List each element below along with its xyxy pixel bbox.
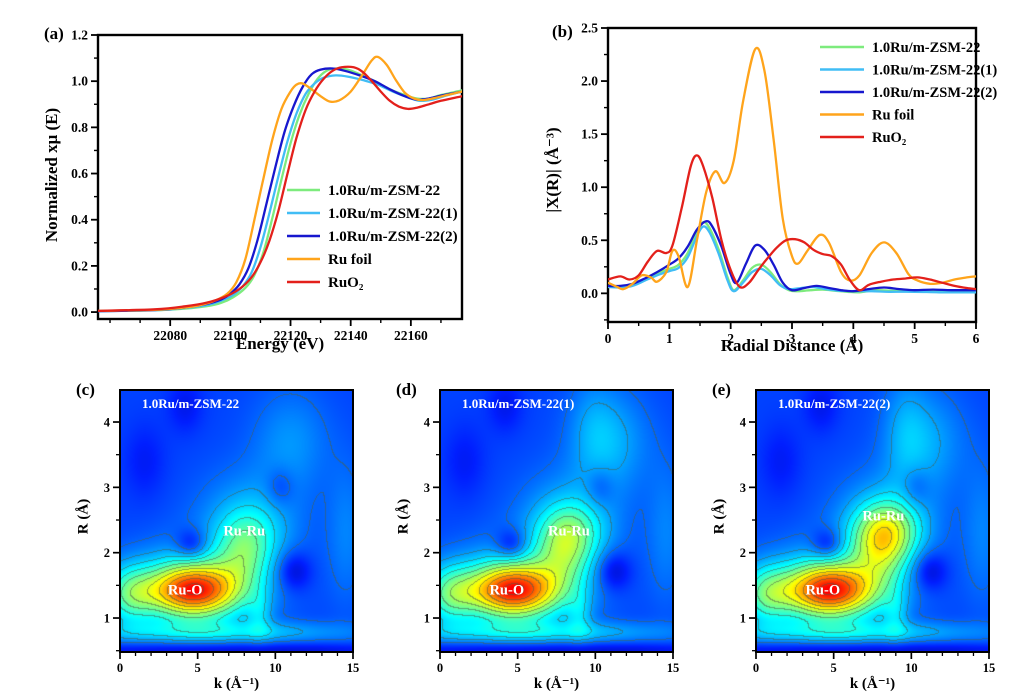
svg-text:0: 0 — [605, 331, 612, 346]
svg-text:15: 15 — [983, 661, 996, 675]
panel-e-y-axis-title: R (Å) — [711, 498, 728, 535]
svg-text:2: 2 — [727, 331, 734, 346]
panel-c-title: 1.0Ru/m-ZSM-22 — [142, 396, 240, 411]
svg-text:4: 4 — [850, 331, 857, 346]
panel-a-letter: (a) — [44, 24, 64, 43]
svg-text:10: 10 — [589, 661, 602, 675]
panel-a-x-axis-title: Energy (eV) — [235, 334, 325, 353]
svg-text:0: 0 — [117, 661, 123, 675]
svg-text:5: 5 — [195, 661, 201, 675]
svg-text:0.5: 0.5 — [581, 233, 598, 248]
svg-text:2: 2 — [424, 546, 430, 560]
svg-text:1: 1 — [424, 612, 430, 626]
svg-text:22100: 22100 — [213, 328, 247, 343]
svg-text:10: 10 — [269, 661, 282, 675]
svg-text:2.5: 2.5 — [581, 21, 598, 36]
shell-annotation: Ru-O — [167, 582, 203, 599]
svg-text:RuO₂: RuO₂ — [328, 275, 364, 291]
svg-text:3: 3 — [740, 481, 746, 495]
svg-text:1.0Ru/m-ZSM-22(1): 1.0Ru/m-ZSM-22(1) — [328, 206, 458, 222]
svg-text:5: 5 — [831, 661, 837, 675]
svg-text:5: 5 — [515, 661, 521, 675]
svg-text:0.4: 0.4 — [71, 212, 88, 227]
wavelet-map-zsm22 — [120, 390, 353, 652]
panel-b-x-axis-title: Radial Distance (Å) — [720, 336, 864, 355]
svg-text:1.0: 1.0 — [71, 74, 88, 89]
svg-text:3: 3 — [104, 481, 110, 495]
svg-text:Ru foil: Ru foil — [872, 108, 914, 124]
svg-text:3: 3 — [789, 331, 796, 346]
svg-text:0.2: 0.2 — [71, 258, 88, 273]
shell-annotation: Ru-Ru — [547, 523, 590, 540]
svg-text:0.0: 0.0 — [71, 305, 88, 320]
panel-d-title: 1.0Ru/m-ZSM-22(1) — [462, 396, 575, 411]
svg-text:22080: 22080 — [153, 328, 187, 343]
shell-annotation: Ru-O — [805, 582, 841, 599]
svg-text:22160: 22160 — [394, 328, 428, 343]
svg-text:4: 4 — [740, 416, 747, 430]
panel-c-x-axis-title: k (Å⁻¹) — [213, 676, 260, 692]
svg-text:3: 3 — [424, 481, 430, 495]
wavelet-map-zsm22-2 — [756, 390, 989, 652]
wavelet-axes-e: 0 5 10 15 1 2 3 4 — [740, 389, 996, 675]
panel-e-x-axis-title: k (Å⁻¹) — [849, 676, 896, 692]
panel-d-y-axis-title: R (Å) — [395, 498, 412, 535]
svg-text:15: 15 — [667, 661, 680, 675]
svg-text:15: 15 — [347, 661, 360, 675]
svg-text:1.2: 1.2 — [71, 28, 88, 43]
svg-text:1.0: 1.0 — [581, 180, 598, 195]
svg-text:22120: 22120 — [274, 328, 308, 343]
svg-text:1.0Ru/m-ZSM-22(1): 1.0Ru/m-ZSM-22(1) — [872, 63, 997, 79]
svg-text:Ru foil: Ru foil — [328, 252, 372, 268]
panel-c-letter: (c) — [76, 380, 95, 399]
svg-text:1: 1 — [666, 331, 673, 346]
svg-text:6: 6 — [973, 331, 980, 346]
panel-b-y-axis-title: |X(R)| (Å⁻³) — [543, 127, 562, 213]
exafs-chart: 0 1 2 3 4 5 6 0.0 0.5 1.0 1.5 2.0 2.5 1.0Ru/m-ZSM-22 1… — [581, 21, 997, 347]
panel-d-x-axis-title: k (Å⁻¹) — [533, 676, 580, 692]
svg-text:2: 2 — [104, 546, 110, 560]
wavelet-axes-c: 0 5 10 15 1 2 3 4 — [104, 389, 360, 675]
svg-text:0.6: 0.6 — [71, 166, 88, 181]
svg-text:1.0Ru/m-ZSM-22(2): 1.0Ru/m-ZSM-22(2) — [872, 85, 997, 101]
svg-text:0: 0 — [753, 661, 759, 675]
panel-d-letter: (d) — [396, 380, 417, 399]
svg-text:1.0Ru/m-ZSM-22: 1.0Ru/m-ZSM-22 — [328, 183, 440, 199]
wavelet-axes-d: 0 5 10 15 1 2 3 4 — [424, 389, 680, 675]
svg-text:0.8: 0.8 — [71, 120, 88, 135]
svg-text:1: 1 — [104, 612, 110, 626]
svg-text:1.5: 1.5 — [581, 127, 598, 142]
svg-text:0: 0 — [437, 661, 443, 675]
shell-annotation: Ru-O — [489, 582, 525, 599]
panel-a-y-axis-title: Normalized xμ (E) — [42, 107, 61, 243]
shell-annotation: Ru-Ru — [223, 523, 266, 540]
panel-e-title: 1.0Ru/m-ZSM-22(2) — [778, 396, 891, 411]
svg-text:2.0: 2.0 — [581, 74, 598, 89]
svg-text:1.0Ru/m-ZSM-22(2): 1.0Ru/m-ZSM-22(2) — [328, 229, 458, 245]
svg-text:22140: 22140 — [334, 328, 368, 343]
svg-text:4: 4 — [104, 416, 111, 430]
svg-text:4: 4 — [424, 416, 431, 430]
wavelet-map-zsm22-1 — [440, 390, 673, 652]
shell-annotation: Ru-Ru — [862, 508, 905, 525]
svg-text:0.0: 0.0 — [581, 286, 598, 301]
panel-c-y-axis-title: R (Å) — [75, 498, 92, 535]
svg-text:RuO₂: RuO₂ — [872, 130, 906, 146]
panel-b-letter: (b) — [552, 22, 573, 41]
svg-text:5: 5 — [911, 331, 918, 346]
svg-text:1.0Ru/m-ZSM-22: 1.0Ru/m-ZSM-22 — [872, 40, 980, 56]
panel-e-letter: (e) — [712, 380, 731, 399]
svg-text:2: 2 — [740, 546, 746, 560]
xanes-chart: 22080 22100 22120 22140 22160 0.0 0.2 0.4 0.6 0.8… — [71, 28, 464, 343]
svg-text:1: 1 — [740, 612, 746, 626]
svg-text:10: 10 — [905, 661, 918, 675]
